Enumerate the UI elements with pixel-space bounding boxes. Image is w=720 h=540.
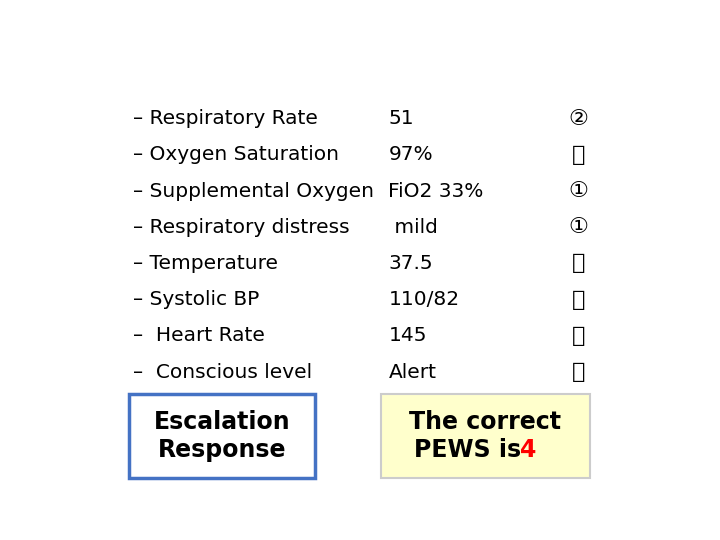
Text: ⓪: ⓪ [572,289,585,309]
Text: The correct: The correct [409,410,562,434]
Text: –  Heart Rate: – Heart Rate [132,326,264,346]
Text: PEWS is: PEWS is [413,438,529,462]
Text: – Respiratory distress: – Respiratory distress [132,218,349,237]
FancyBboxPatch shape [129,394,315,478]
Text: – Respiratory Rate: – Respiratory Rate [132,109,318,128]
Text: ⓪: ⓪ [572,326,585,346]
Text: 145: 145 [388,326,427,346]
Text: ⓪: ⓪ [572,362,585,382]
Text: 110/82: 110/82 [388,290,459,309]
Text: – Supplemental Oxygen: – Supplemental Oxygen [132,181,374,200]
Text: ⓪: ⓪ [572,145,585,165]
Text: ①: ① [568,181,588,201]
Text: 97%: 97% [388,145,433,164]
Text: Response: Response [158,438,286,462]
Text: 37.5: 37.5 [388,254,433,273]
Text: ②: ② [568,109,588,129]
FancyBboxPatch shape [381,394,590,478]
Text: mild: mild [388,218,438,237]
Text: ①: ① [568,217,588,237]
Text: –  Conscious level: – Conscious level [132,362,312,382]
Text: 51: 51 [388,109,414,128]
Text: FiO2 33%: FiO2 33% [388,181,484,200]
Text: – Oxygen Saturation: – Oxygen Saturation [132,145,338,164]
Text: – Temperature: – Temperature [132,254,278,273]
Text: Alert: Alert [388,362,436,382]
Text: 4: 4 [520,438,536,462]
Text: Escalation: Escalation [153,410,290,434]
Text: ⓪: ⓪ [572,253,585,273]
Text: – Systolic BP: – Systolic BP [132,290,259,309]
